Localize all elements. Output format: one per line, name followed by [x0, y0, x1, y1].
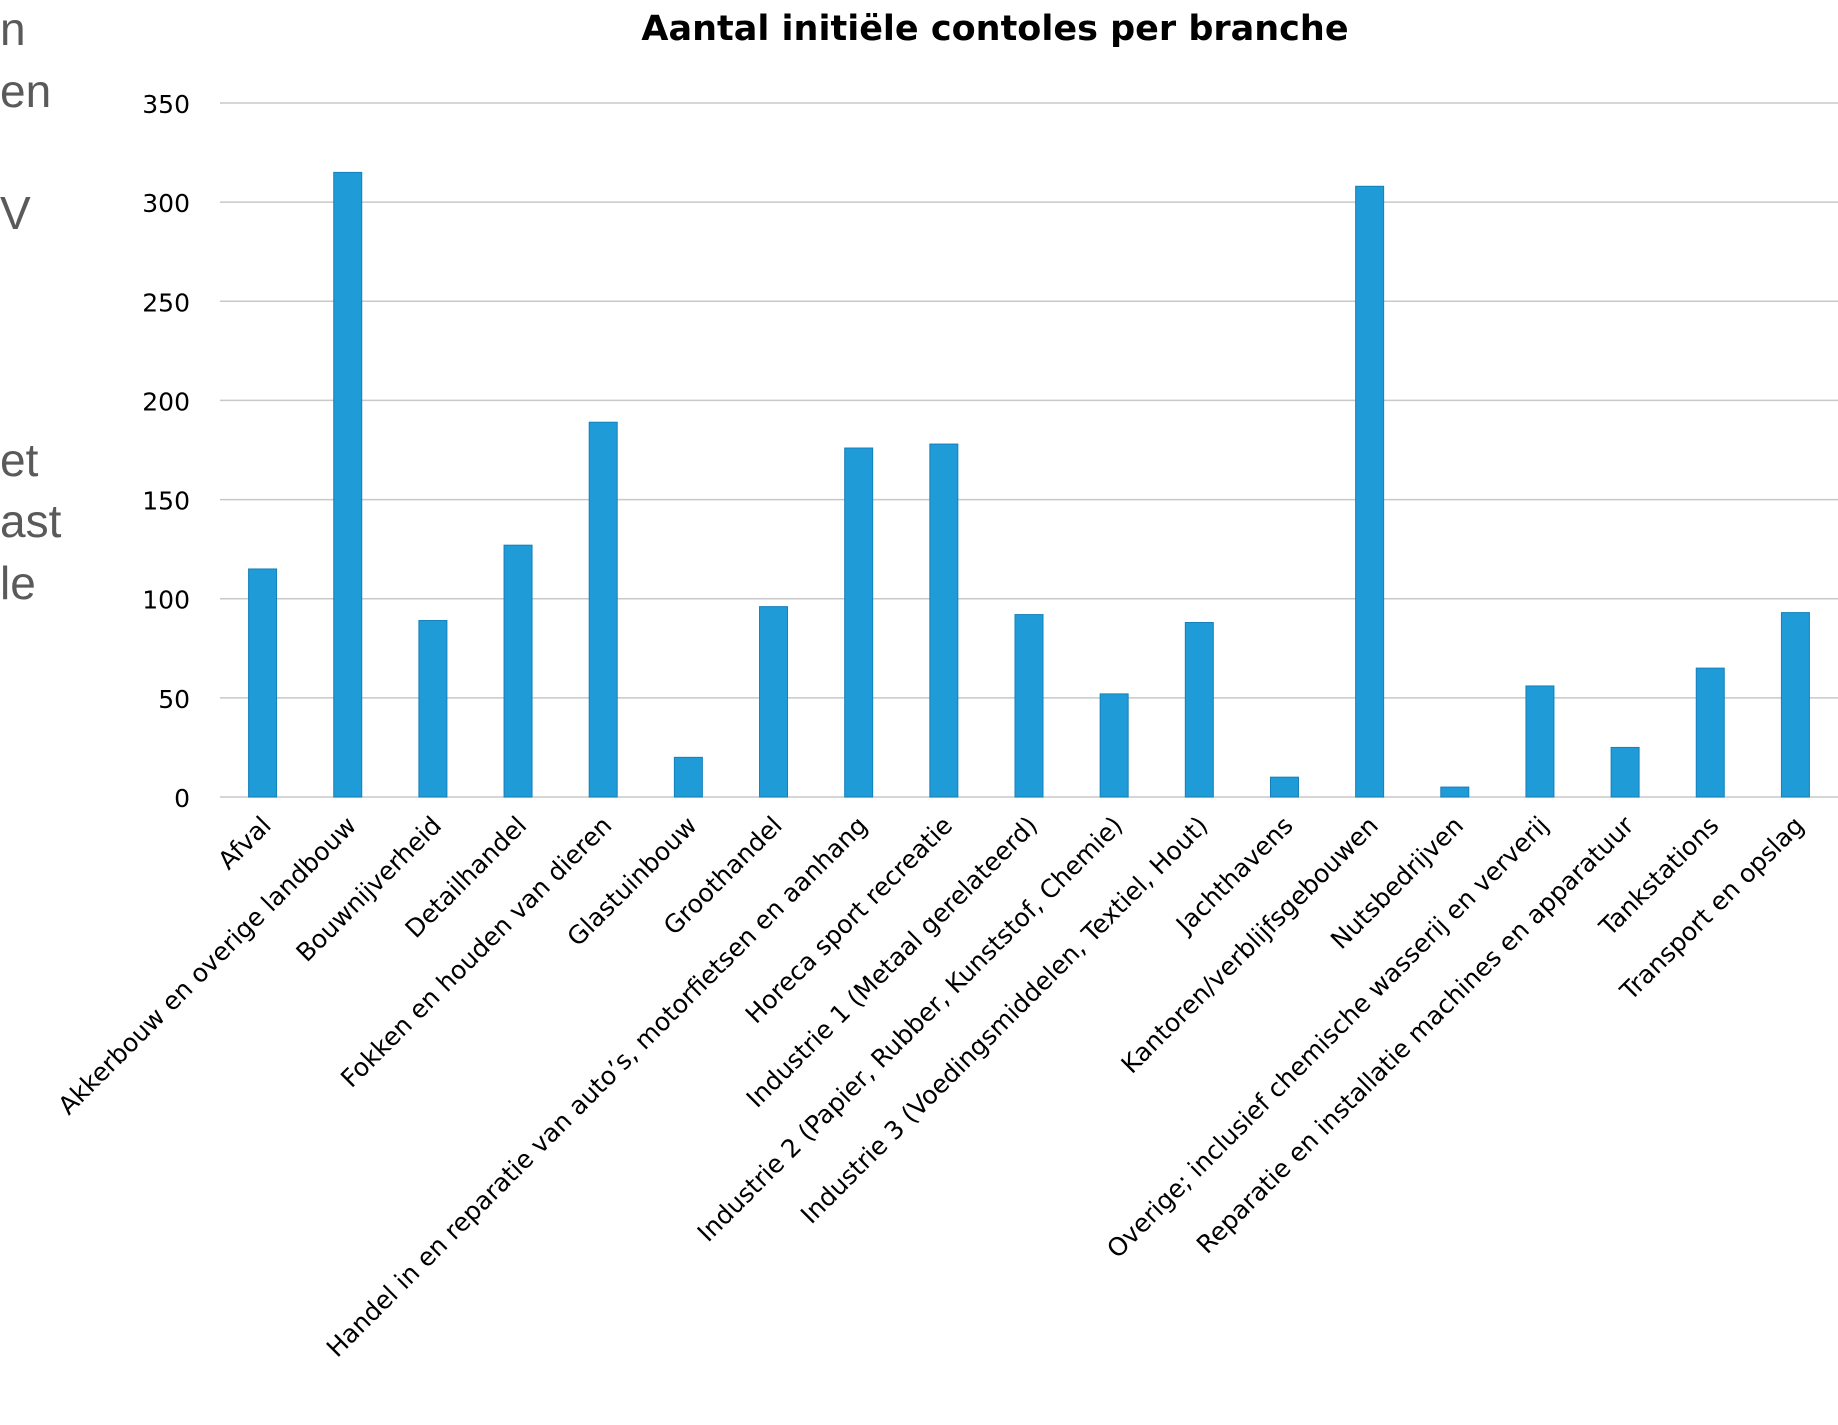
bar [588, 421, 618, 798]
bars [248, 171, 1810, 798]
bar [418, 620, 448, 798]
bar [1014, 614, 1044, 798]
gridlines [220, 102, 1838, 798]
bar [759, 606, 789, 798]
y-tick-label: 0 [174, 784, 190, 813]
y-tick-label: 250 [142, 288, 190, 317]
background-text-fragment: le [0, 557, 36, 609]
bar [1440, 786, 1470, 798]
bar [1184, 622, 1214, 798]
x-tick-label: Industrie 3 (Voedingsmiddelen, Textiel, … [795, 811, 1214, 1230]
background-text-fragment: ast [0, 495, 62, 547]
x-tick-label: Handel in en reparatie van auto’s, motor… [321, 811, 873, 1363]
y-tick-label: 50 [158, 685, 190, 714]
bar [1269, 776, 1299, 798]
y-tick-label: 300 [142, 189, 190, 218]
bar [1695, 667, 1725, 798]
chart-title: Aantal initiële contoles per branche [641, 9, 1348, 49]
y-tick-label: 150 [142, 487, 190, 516]
bar [1610, 746, 1640, 798]
x-tick-label: Akkerbouw en overige landbouw [52, 811, 362, 1121]
y-tick-label: 100 [142, 586, 190, 615]
bar [1099, 693, 1129, 798]
bar [673, 756, 703, 798]
bar [929, 443, 959, 798]
background-text-fragment: en [0, 65, 52, 117]
y-tick-label: 350 [142, 90, 190, 119]
background-text-fragment: n [0, 3, 26, 55]
background-text-fragment: V [0, 187, 31, 239]
bar [1355, 185, 1385, 798]
bar [248, 568, 278, 798]
x-tick-label: Afval [212, 811, 276, 875]
bar [1780, 612, 1810, 798]
bar [844, 447, 874, 798]
y-axis-ticks: 0 50 100 150 200 250 300 350 [142, 90, 190, 813]
bar [333, 171, 363, 798]
bar [1525, 685, 1555, 798]
x-tick-label: Bouwnijverheid [290, 811, 447, 968]
background-text-fragment: et [0, 434, 39, 486]
bar [503, 544, 533, 798]
y-tick-label: 200 [142, 387, 190, 416]
